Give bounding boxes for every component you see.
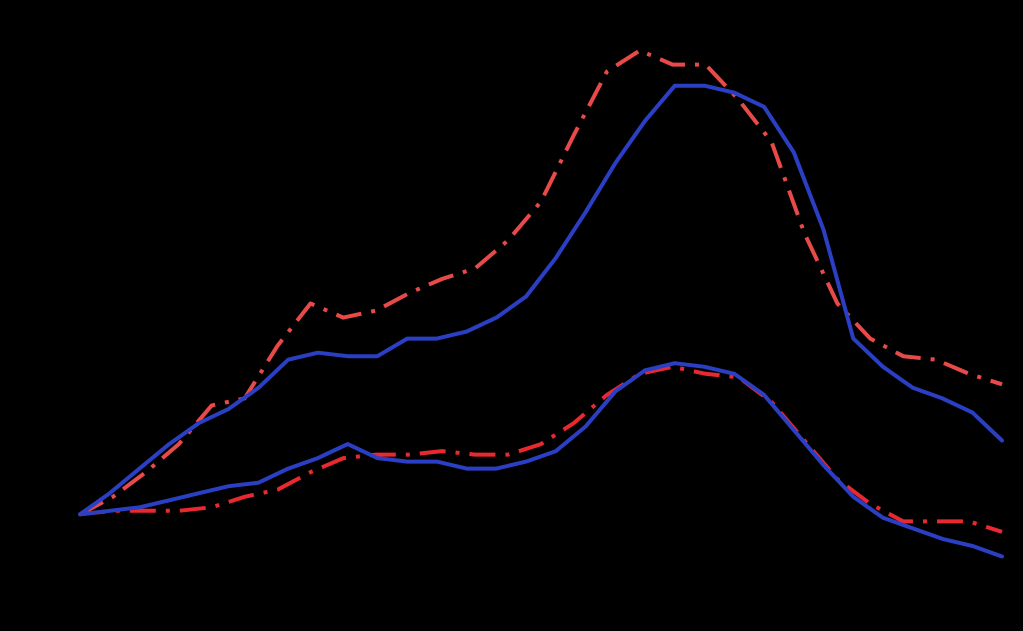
series-line-3: [79, 364, 1003, 534]
series-line-2: [78, 83, 1004, 517]
series-line-4: [78, 361, 1004, 559]
series-layer: [78, 48, 1004, 559]
